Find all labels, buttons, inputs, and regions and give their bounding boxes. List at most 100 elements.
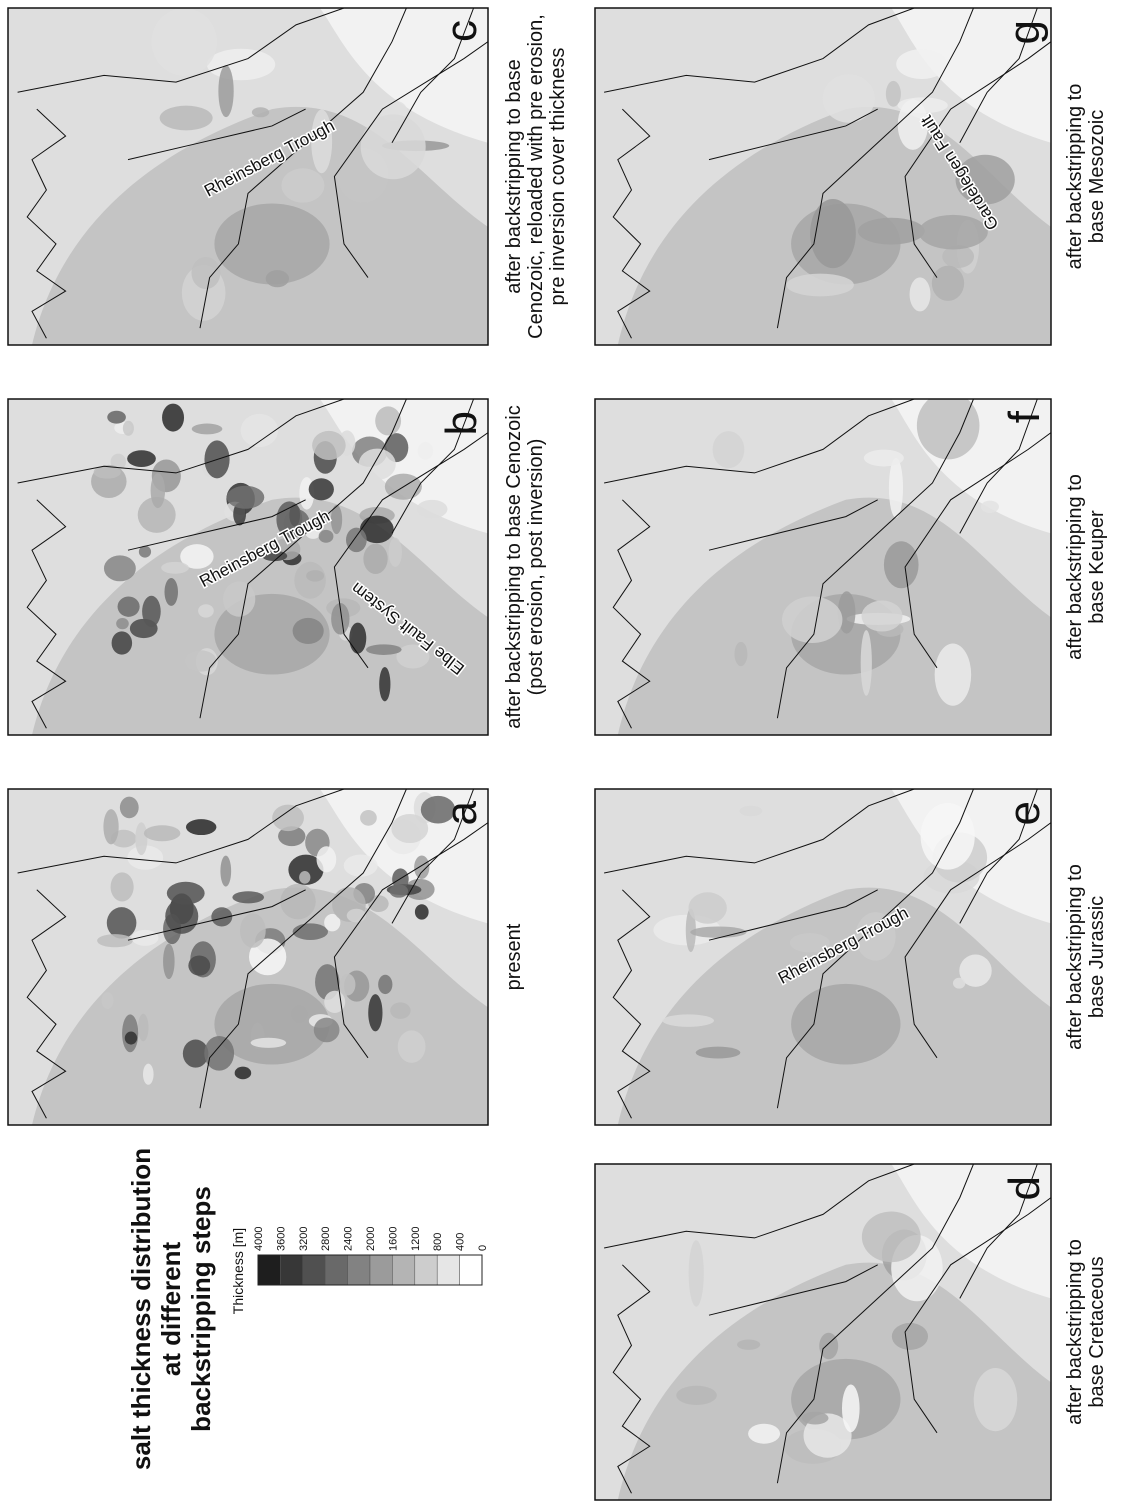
legend: Thickness [m]400036003200280024002000160… bbox=[230, 1227, 489, 1315]
legend-swatch bbox=[370, 1255, 392, 1285]
title-line: salt thickness distribution bbox=[126, 1148, 156, 1470]
legend-label: 2800 bbox=[320, 1227, 332, 1251]
legend-swatch bbox=[437, 1255, 459, 1285]
thickness-blob bbox=[390, 1002, 410, 1019]
panel-letter: b bbox=[437, 411, 486, 435]
thickness-blob bbox=[932, 266, 964, 301]
legend-label: 0 bbox=[477, 1245, 489, 1251]
thickness-blob bbox=[347, 909, 366, 923]
map-panel: cRheinsberg Troughafter backstripping to… bbox=[8, 8, 569, 345]
thickness-blob bbox=[185, 650, 217, 671]
legend-swatch bbox=[415, 1255, 437, 1285]
thickness-blob bbox=[810, 199, 856, 268]
thickness-blob bbox=[737, 1339, 760, 1349]
thickness-blob bbox=[892, 1323, 928, 1350]
thickness-blob bbox=[317, 846, 337, 872]
map bbox=[595, 1164, 1051, 1500]
thickness-blob bbox=[116, 618, 129, 629]
thickness-blob bbox=[227, 486, 265, 509]
legend-label: 400 bbox=[455, 1233, 467, 1251]
title-line: at different bbox=[156, 1241, 186, 1376]
legend-label: 3200 bbox=[298, 1227, 310, 1251]
thickness-blob bbox=[953, 978, 965, 989]
thickness-blob bbox=[662, 1014, 713, 1026]
thickness-blob bbox=[688, 892, 726, 924]
panel-caption: base Keuper bbox=[1086, 510, 1108, 624]
thickness-blob bbox=[889, 458, 903, 518]
title-line: backstripping steps bbox=[186, 1186, 216, 1432]
panel-letter: e bbox=[1000, 801, 1049, 825]
thickness-blob bbox=[163, 944, 175, 979]
legend-swatch bbox=[258, 1255, 280, 1285]
thick-core bbox=[791, 984, 900, 1065]
thickness-blob bbox=[802, 1412, 829, 1425]
thickness-blob bbox=[689, 1240, 704, 1306]
legend-label: 4000 bbox=[253, 1227, 265, 1251]
panel-caption: after backstripping to base Cenozoic bbox=[503, 405, 525, 729]
thickness-blob bbox=[142, 596, 161, 627]
thickness-blob bbox=[143, 1064, 154, 1085]
thickness-blob bbox=[935, 644, 972, 706]
panel-caption: after backstripping to bbox=[1064, 1239, 1086, 1425]
thickness-blob bbox=[884, 541, 919, 588]
thickness-blob bbox=[135, 822, 147, 855]
thickness-blob bbox=[293, 618, 324, 644]
thickness-blob bbox=[240, 913, 266, 947]
thickness-blob bbox=[241, 414, 278, 447]
thickness-blob bbox=[862, 1211, 921, 1262]
figure: salt thickness distributionat differentb… bbox=[0, 0, 1146, 1509]
thickness-blob bbox=[391, 814, 428, 843]
panel-caption: (post erosion, post inversion) bbox=[525, 439, 547, 696]
thickness-blob bbox=[418, 442, 434, 460]
thickness-blob bbox=[151, 473, 165, 508]
thickness-blob bbox=[417, 500, 448, 519]
thickness-blob bbox=[218, 65, 233, 117]
thickness-blob bbox=[360, 810, 377, 826]
thickness-blob bbox=[739, 806, 762, 817]
thickness-blob bbox=[198, 604, 214, 617]
thickness-blob bbox=[917, 392, 980, 459]
thickness-blob bbox=[306, 570, 324, 581]
map-panel: apresent bbox=[8, 789, 525, 1125]
panel-letter: d bbox=[1000, 1176, 1049, 1200]
thickness-blob bbox=[786, 274, 853, 297]
legend-label: 800 bbox=[432, 1233, 444, 1251]
panel-caption: after backstripping to base bbox=[503, 59, 525, 294]
thickness-blob bbox=[293, 923, 328, 940]
thickness-blob bbox=[319, 530, 334, 543]
thickness-blob bbox=[415, 904, 429, 919]
thickness-blob bbox=[232, 891, 264, 903]
map bbox=[595, 8, 1051, 345]
thickness-blob bbox=[886, 81, 901, 107]
thickness-blob bbox=[312, 431, 346, 460]
thickness-blob bbox=[366, 644, 402, 655]
map-panel: gGardelegen Faultafter backstripping tob… bbox=[595, 8, 1108, 345]
map bbox=[595, 392, 1051, 735]
panel-letter: f bbox=[1000, 410, 1049, 423]
thickness-blob bbox=[340, 974, 356, 996]
legend-swatch bbox=[280, 1255, 302, 1285]
thickness-blob bbox=[188, 955, 210, 975]
thickness-blob bbox=[896, 49, 947, 79]
thickness-blob bbox=[192, 424, 223, 435]
panel-caption: base Jurassic bbox=[1086, 896, 1108, 1018]
legend-label: 3600 bbox=[275, 1227, 287, 1251]
thickness-blob bbox=[235, 1067, 252, 1080]
thickness-blob bbox=[120, 797, 139, 819]
thickness-blob bbox=[748, 1424, 780, 1444]
thickness-blob bbox=[161, 562, 189, 574]
thickness-blob bbox=[359, 449, 396, 480]
thickness-blob bbox=[162, 404, 184, 432]
thickness-blob bbox=[191, 257, 220, 289]
thickness-blob bbox=[186, 819, 216, 835]
legend-label: 1200 bbox=[410, 1227, 422, 1251]
map bbox=[8, 789, 488, 1125]
thickness-blob bbox=[220, 856, 231, 887]
thickness-blob bbox=[160, 106, 213, 131]
panel-letter: g bbox=[1000, 20, 1049, 44]
panel-caption: base Mesozoic bbox=[1086, 110, 1108, 243]
thickness-blob bbox=[676, 1386, 717, 1405]
thickness-blob bbox=[696, 1047, 741, 1059]
